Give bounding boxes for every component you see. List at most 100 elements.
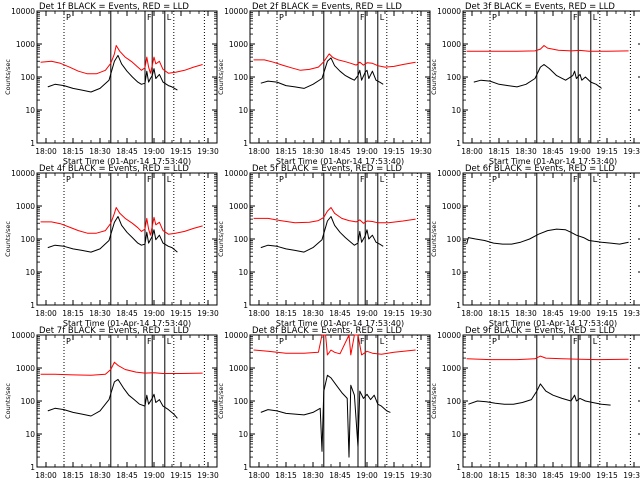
time-marker-label: L bbox=[593, 175, 598, 184]
y-tick-label: 10000 bbox=[11, 7, 35, 16]
y-axis-label: Counts/sec bbox=[217, 221, 225, 257]
detector-panel: Det 8f BLACK = Events, RED = LLD 1 10 100 10… bbox=[217, 326, 432, 480]
y-tick-label: 1 bbox=[243, 301, 248, 310]
x-tick-label: 19:00 bbox=[143, 309, 165, 318]
x-tick-label: 18:45 bbox=[329, 147, 351, 156]
x-tick-label: 18:00 bbox=[35, 147, 57, 156]
x-axis-label: Start Time (01-Apr-14 17:53:40) bbox=[489, 319, 617, 328]
y-tick-label: 10000 bbox=[437, 169, 461, 178]
y-tick-label: 10000 bbox=[11, 169, 35, 178]
events-series-line bbox=[466, 228, 629, 245]
lld-series-line bbox=[253, 53, 416, 71]
x-tick-label: 19:15 bbox=[383, 471, 405, 480]
y-axis-label: Counts/sec bbox=[430, 221, 438, 257]
y-tick-label: 1000 bbox=[16, 364, 35, 373]
x-tick-label: 18:00 bbox=[461, 147, 483, 156]
y-tick-label: 10 bbox=[451, 430, 461, 439]
x-tick-label: 18:00 bbox=[461, 309, 483, 318]
lld-series-line bbox=[466, 45, 629, 52]
x-tick-label: 19:15 bbox=[170, 147, 192, 156]
detector-panel: Det 7f BLACK = Events, RED = LLD 1 10 100 10… bbox=[4, 326, 219, 480]
x-tick-label: 18:30 bbox=[89, 309, 111, 318]
events-series-line bbox=[47, 378, 178, 419]
y-tick-label: 10 bbox=[238, 430, 248, 439]
y-tick-label: 100 bbox=[21, 235, 36, 244]
y-tick-label: 100 bbox=[447, 235, 462, 244]
y-tick-label: 10 bbox=[451, 268, 461, 277]
events-series-line bbox=[468, 383, 611, 406]
x-tick-label: 19:00 bbox=[143, 471, 165, 480]
x-tick-label: 18:15 bbox=[488, 147, 510, 156]
x-tick-label: 19:30 bbox=[197, 471, 219, 480]
y-tick-label: 100 bbox=[21, 397, 36, 406]
panel-title: Det 7f BLACK = Events, RED = LLD bbox=[39, 326, 189, 336]
x-tick-label: 18:30 bbox=[515, 309, 537, 318]
x-tick-label: 18:30 bbox=[302, 471, 324, 480]
panel-title: Det 6f BLACK = Events, RED = LLD bbox=[465, 164, 615, 174]
x-tick-label: 18:15 bbox=[275, 309, 297, 318]
x-tick-label: 18:45 bbox=[116, 309, 138, 318]
x-tick-label: 18:00 bbox=[461, 471, 483, 480]
x-axis-label: Start Time (01-Apr-14 17:53:40) bbox=[63, 157, 191, 166]
x-tick-label: 18:15 bbox=[62, 471, 84, 480]
panel-title: Det 3f BLACK = Events, RED = LLD bbox=[465, 2, 615, 12]
time-marker-label: P bbox=[279, 175, 284, 184]
time-marker-label: F bbox=[573, 337, 578, 346]
y-tick-label: 1 bbox=[243, 463, 248, 472]
detector-panel: Det 3f BLACK = Events, RED = LLD 1 10 100 10… bbox=[430, 2, 640, 166]
y-tick-label: 10 bbox=[451, 106, 461, 115]
y-tick-label: 10000 bbox=[437, 331, 461, 340]
y-tick-label: 1000 bbox=[16, 40, 35, 49]
y-tick-label: 100 bbox=[234, 235, 249, 244]
y-tick-label: 10000 bbox=[11, 331, 35, 340]
time-marker-label: P bbox=[492, 337, 497, 346]
lld-series-line bbox=[40, 45, 203, 75]
x-tick-label: 18:45 bbox=[329, 471, 351, 480]
x-tick-label: 18:45 bbox=[542, 471, 564, 480]
time-marker-label: L bbox=[380, 13, 385, 22]
x-tick-label: 19:30 bbox=[197, 147, 219, 156]
time-marker-label: L bbox=[167, 337, 172, 346]
panel-title: Det 9f BLACK = Events, RED = LLD bbox=[465, 326, 615, 336]
time-marker-label: L bbox=[593, 13, 598, 22]
x-tick-label: 19:15 bbox=[596, 309, 618, 318]
time-marker-label: P bbox=[66, 337, 71, 346]
x-tick-label: 18:00 bbox=[35, 309, 57, 318]
x-tick-label: 19:00 bbox=[569, 147, 591, 156]
y-tick-label: 1000 bbox=[229, 40, 248, 49]
events-series-line bbox=[47, 54, 178, 93]
detector-panel: Det 1f BLACK = Events, RED = LLD 1 10 100 10… bbox=[4, 2, 219, 166]
y-axis-label: Counts/sec bbox=[430, 383, 438, 419]
x-tick-label: 18:30 bbox=[302, 309, 324, 318]
x-tick-label: 18:30 bbox=[515, 471, 537, 480]
y-tick-label: 10000 bbox=[224, 331, 248, 340]
x-tick-label: 19:15 bbox=[596, 147, 618, 156]
time-marker-label: L bbox=[593, 337, 598, 346]
y-tick-label: 1 bbox=[456, 463, 461, 472]
time-marker-label: F bbox=[147, 175, 152, 184]
time-marker-label: P bbox=[66, 13, 71, 22]
x-tick-label: 18:00 bbox=[248, 147, 270, 156]
panel-title: Det 8f BLACK = Events, RED = LLD bbox=[252, 326, 402, 336]
y-tick-label: 1 bbox=[456, 301, 461, 310]
detector-panel: Det 2f BLACK = Events, RED = LLD 1 10 100 10… bbox=[217, 2, 432, 166]
time-marker-label: L bbox=[380, 337, 385, 346]
lld-series-line bbox=[466, 355, 629, 361]
panel-title: Det 1f BLACK = Events, RED = LLD bbox=[39, 2, 189, 12]
time-marker-label: P bbox=[66, 175, 71, 184]
x-tick-label: 19:15 bbox=[170, 471, 192, 480]
y-tick-label: 1 bbox=[30, 301, 35, 310]
detector-panel: Det 5f BLACK = Events, RED = LLD 1 10 100 10… bbox=[217, 164, 432, 328]
x-tick-label: 19:15 bbox=[383, 309, 405, 318]
y-axis-label: Counts/sec bbox=[4, 383, 12, 419]
x-tick-label: 18:15 bbox=[62, 147, 84, 156]
y-tick-label: 10 bbox=[25, 268, 35, 277]
y-tick-label: 10 bbox=[238, 268, 248, 277]
y-tick-label: 100 bbox=[447, 397, 462, 406]
y-tick-label: 10 bbox=[25, 106, 35, 115]
lld-series-line bbox=[253, 207, 416, 224]
panel-title: Det 4f BLACK = Events, RED = LLD bbox=[39, 164, 189, 174]
panel-title: Det 2f BLACK = Events, RED = LLD bbox=[252, 2, 402, 12]
x-tick-label: 19:30 bbox=[623, 471, 640, 480]
x-tick-label: 18:15 bbox=[275, 147, 297, 156]
